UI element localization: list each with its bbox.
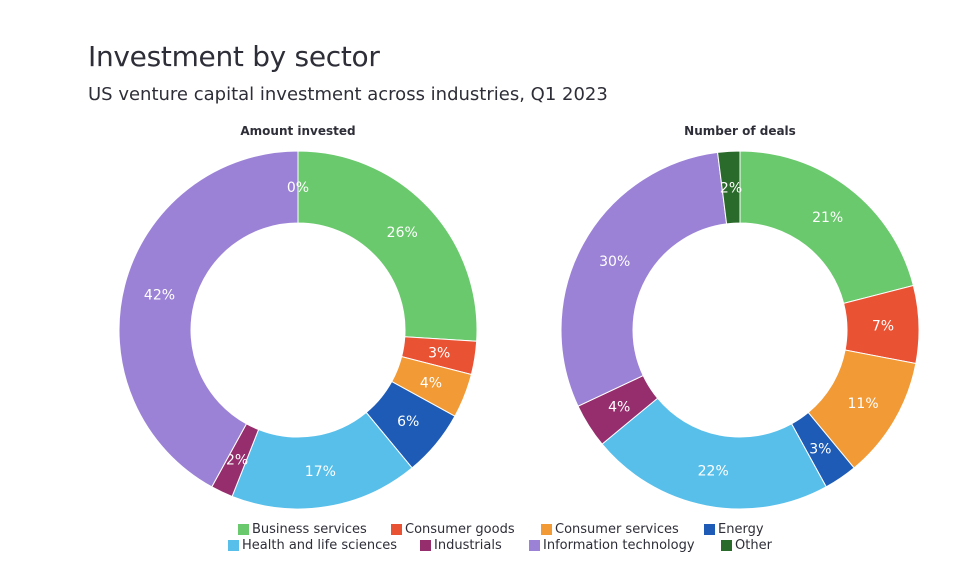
slice-other [717, 150, 741, 225]
data-label-industrials: 2% [226, 452, 248, 468]
legend-swatch [228, 540, 239, 551]
chart-subtitle: US venture capital investment across ind… [88, 84, 608, 105]
legend-label: Consumer goods [405, 522, 515, 537]
legend-swatch [541, 524, 552, 535]
data-label-other: 2% [720, 180, 742, 196]
slice-information-technology [560, 151, 728, 407]
legend-swatch [420, 540, 431, 551]
legend-item-industrials: Industrials [420, 538, 502, 553]
data-label-business-services: 26% [387, 225, 418, 241]
chart-1-title: Amount invested [240, 124, 355, 138]
slice-business-services [739, 150, 914, 304]
legend-item-other: Other [721, 538, 772, 553]
legend-item-consumer-services: Consumer services [541, 522, 679, 537]
legend-item-information-technology: Information technology [529, 538, 695, 553]
legend-label: Other [735, 538, 772, 553]
legend-label: Business services [252, 522, 367, 537]
legend-swatch [238, 524, 249, 535]
legend-label: Health and life sciences [242, 538, 398, 553]
legend-swatch [721, 540, 732, 551]
data-label-information-technology: 30% [599, 254, 630, 270]
legend-swatch [704, 524, 715, 535]
data-label-health-and-life-sciences: 22% [698, 463, 729, 479]
legend-label: Industrials [434, 538, 502, 553]
legend-label: Consumer services [555, 522, 679, 537]
data-label-consumer-services: 4% [420, 376, 442, 392]
slice-health-and-life-sciences [601, 397, 827, 510]
data-label-consumer-goods: 3% [428, 345, 450, 361]
legend-label: Energy [718, 522, 764, 537]
legend-item-energy: Energy [704, 522, 764, 537]
data-label-energy: 3% [809, 441, 831, 457]
donut-charts: Amount invested Number of deals 26% 3% 4% 6… [118, 124, 920, 510]
donut-amount-invested: 26% 3% 4% 6% 17% 2% 42% 0% [118, 150, 478, 510]
data-label-business-services: 21% [812, 210, 843, 226]
data-label-consumer-services: 11% [848, 396, 879, 412]
data-label-consumer-goods: 7% [872, 319, 894, 335]
data-label-information-technology: 42% [144, 287, 175, 303]
slice-business-services [297, 150, 478, 342]
legend-label: Information technology [543, 538, 695, 553]
chart-2-title: Number of deals [684, 124, 796, 138]
legend-item-health-and-life-sciences: Health and life sciences [228, 538, 397, 553]
legend-swatch [391, 524, 402, 535]
data-label-health-and-life-sciences: 17% [305, 464, 336, 480]
slice-information-technology [118, 150, 299, 488]
data-label-other: 0% [287, 180, 309, 196]
legend-swatch [529, 540, 540, 551]
legend-item-consumer-goods: Consumer goods [391, 522, 515, 537]
legend-item-business-services: Business services [238, 522, 367, 537]
data-label-industrials: 4% [608, 400, 630, 416]
donut-number-of-deals: 21% 7% 11% 3% 22% 4% 30% 2% [560, 150, 920, 510]
data-label-energy: 6% [397, 414, 419, 430]
chart-title: Investment by sector [88, 40, 380, 73]
